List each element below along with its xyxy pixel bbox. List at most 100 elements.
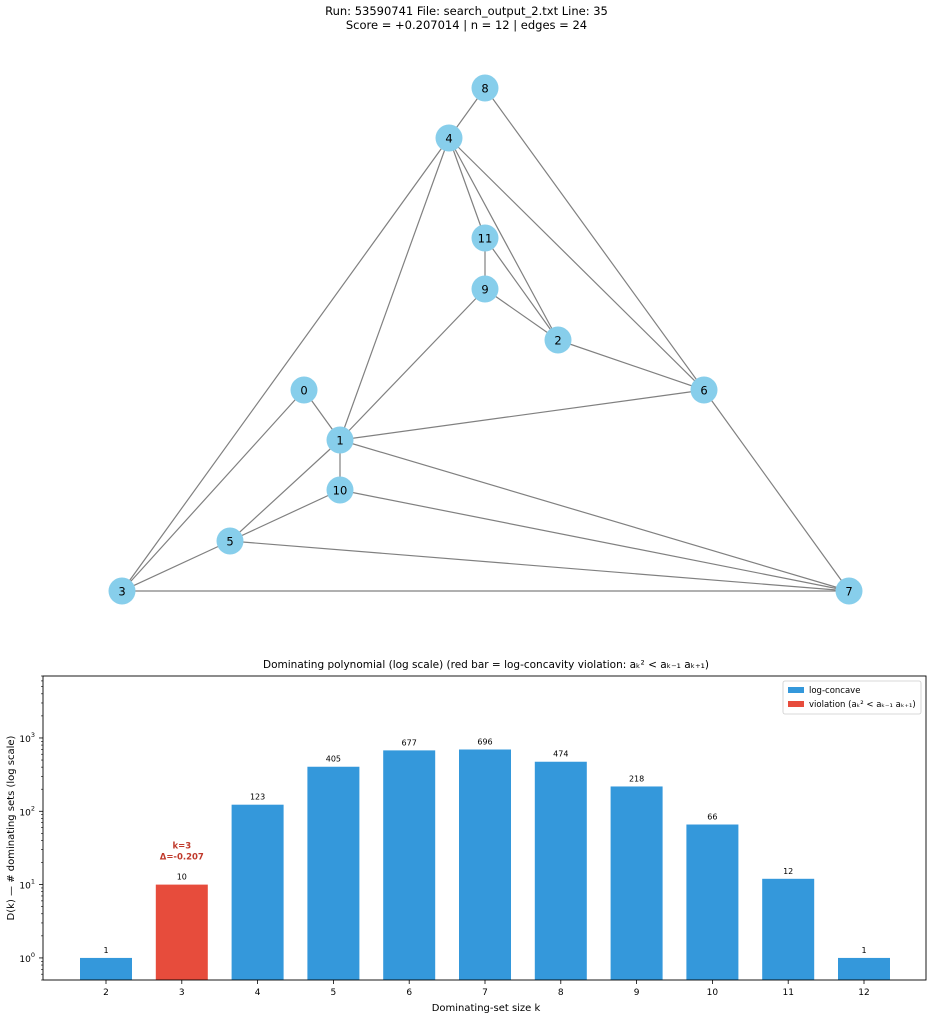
x-tick-label: 9	[634, 988, 640, 998]
bar	[459, 749, 511, 980]
y-tick-label: 101	[19, 878, 35, 892]
bar-value-label: 405	[326, 755, 341, 764]
graph-node: 9	[471, 275, 499, 303]
graph-node-circle	[326, 476, 354, 504]
graph-node-label: 5	[226, 535, 233, 549]
graph-node-circle	[435, 124, 463, 152]
graph-node: 8	[471, 74, 499, 102]
header-score-line: Score = +0.207014 | n = 12 | edges = 24	[345, 18, 588, 32]
graph-edge	[339, 288, 486, 441]
graph-node-label: 7	[845, 585, 852, 599]
bar	[231, 804, 284, 980]
graph-node-label: 8	[481, 82, 488, 96]
header-run-line: Run: 53590741 File: search_output_2.txt …	[325, 4, 608, 18]
x-tick-label: 11	[782, 988, 793, 998]
plot-area: 1 10 123 405 677 696 474 218 66 12 1 k=3Δ=-0.207	[80, 738, 890, 980]
bar-value-label: 1	[103, 946, 108, 955]
graph-node-circle	[471, 224, 499, 252]
x-tick-label: 6	[406, 988, 412, 998]
legend-box	[782, 680, 922, 715]
y-axis-title: D(k) — # dominating sets (log scale)	[6, 735, 17, 920]
graph-node-label: 1	[336, 434, 343, 448]
bar-value-label: 696	[477, 738, 492, 747]
graph-node-label: 2	[554, 334, 561, 348]
x-tick-label: 2	[103, 988, 109, 998]
graph-node-circle	[216, 527, 244, 555]
bar-value-label: 1	[861, 946, 866, 955]
graph-edge	[339, 137, 450, 441]
graph-node: 11	[471, 224, 499, 252]
graph-edge	[339, 439, 850, 592]
x-tick-label: 8	[558, 988, 564, 998]
bar-value-label: 12	[783, 867, 793, 876]
graph-node-circle	[108, 577, 136, 605]
bar-value-label: 66	[707, 813, 717, 822]
bar	[610, 786, 663, 980]
bar-value-label: 123	[250, 793, 265, 802]
graph-node: 3	[108, 577, 136, 605]
x-tick-label: 3	[179, 988, 185, 998]
graph-edge	[339, 489, 850, 592]
y-tick-label: 100	[19, 951, 35, 965]
graph-node-label: 11	[478, 232, 493, 246]
graph-node-circle	[690, 376, 718, 404]
y-tick-exponent: 0	[31, 951, 35, 959]
graph-edge	[121, 389, 305, 592]
graph-node-label: 4	[445, 132, 452, 146]
graph-node-circle	[290, 376, 318, 404]
bar	[383, 750, 436, 980]
graph-edge	[484, 288, 559, 341]
x-tick-label: 10	[707, 988, 719, 998]
graph-node-label: 10	[333, 484, 348, 498]
graph-node: 6	[690, 376, 718, 404]
graph-edge	[448, 137, 705, 391]
legend-label: violation (aₖ² < aₖ₋₁ aₖ₊₁)	[809, 700, 916, 710]
graph-edge	[229, 439, 341, 542]
bar-value-label: 677	[402, 738, 417, 747]
violation-annotation-k: k=3	[172, 842, 191, 852]
x-tick-label: 5	[331, 988, 337, 998]
graph-node: 10	[326, 476, 354, 504]
bar	[534, 761, 587, 980]
graph-node: 0	[290, 376, 318, 404]
y-tick-exponent: 2	[31, 804, 35, 812]
chart-title: Dominating polynomial (log scale) (red b…	[263, 659, 709, 671]
bar	[686, 824, 739, 980]
graph-node-label: 9	[481, 283, 488, 297]
graph-edge	[121, 540, 231, 592]
graph-node-circle	[544, 326, 572, 354]
y-tick-base: 10	[19, 735, 31, 745]
graph-edge	[484, 237, 559, 341]
edges-layer	[121, 87, 850, 592]
x-tick-label: 7	[482, 988, 488, 998]
graph-edge	[448, 137, 486, 239]
graph-edge	[229, 489, 341, 542]
bar	[307, 766, 360, 980]
graph-edge	[557, 339, 705, 391]
x-axis-title: Dominating-set size k	[432, 1003, 541, 1014]
y-tick-label: 103	[19, 731, 35, 745]
graph-edge	[448, 137, 559, 341]
graph-node-circle	[835, 577, 863, 605]
graph-edge	[703, 389, 850, 592]
graph-edge	[484, 87, 705, 391]
graph-edge	[339, 389, 705, 441]
plot-frame	[42, 675, 927, 981]
legend-swatch	[788, 687, 804, 693]
bar	[838, 957, 890, 980]
y-tick-exponent: 3	[31, 731, 35, 739]
bar-value-label: 474	[553, 750, 568, 759]
graph-node-label: 3	[118, 585, 125, 599]
legend-swatch	[788, 701, 804, 707]
y-tick-base: 10	[19, 808, 31, 818]
y-tick-label: 102	[19, 804, 35, 818]
y-tick-exponent: 1	[31, 878, 35, 886]
y-tick-base: 10	[19, 882, 31, 892]
legend-label: log-concave	[809, 686, 860, 696]
graph-drawing: 0 1 2 3 4 5 6 7 8 9 10 11	[108, 74, 863, 605]
nodes-layer: 0 1 2 3 4 5 6 7 8 9 10 11	[108, 74, 863, 605]
graph-node-circle	[471, 74, 499, 102]
graph-node-label: 0	[300, 384, 307, 398]
figure-header: Run: 53590741 File: search_output_2.txt …	[0, 4, 933, 32]
